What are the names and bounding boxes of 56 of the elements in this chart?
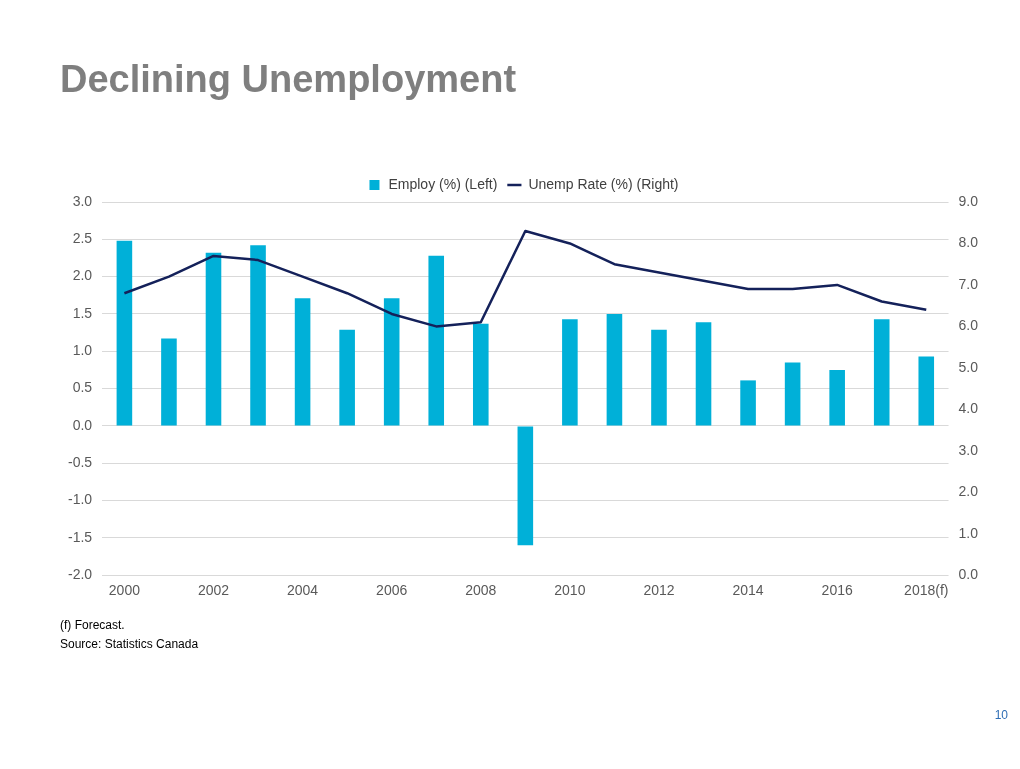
x-tick-label: 2006 <box>376 582 408 599</box>
x-tick-label: 2012 <box>643 582 675 599</box>
y2-tick-label: 7.0 <box>958 275 979 292</box>
y-tick-label: -1.0 <box>68 491 93 508</box>
bar <box>740 380 756 426</box>
bar <box>562 319 578 426</box>
y2-tick-label: 2.0 <box>958 483 979 500</box>
bar <box>250 245 266 426</box>
y-tick-label: -2.0 <box>68 566 93 583</box>
bar <box>161 338 177 426</box>
bar <box>873 319 890 426</box>
bar <box>205 252 222 426</box>
y2-tick-label: 1.0 <box>958 524 979 541</box>
x-tick-label: 2010 <box>554 582 586 599</box>
bar <box>339 329 355 426</box>
y2-tick-label: 8.0 <box>958 234 979 251</box>
bar <box>428 255 445 426</box>
y-tick-label: -1.5 <box>68 528 93 545</box>
y2-tick-label: 4.0 <box>958 400 979 417</box>
y2-tick-label: 6.0 <box>958 317 979 334</box>
bar <box>606 313 623 426</box>
bar <box>294 298 311 426</box>
y-tick-label: 2.5 <box>72 230 93 247</box>
x-tick-label: 2008 <box>465 582 497 599</box>
bar <box>829 369 845 426</box>
text: 10 <box>994 708 1008 722</box>
x-tick-label: 2004 <box>287 582 319 599</box>
y-tick-label: 0.5 <box>72 379 93 396</box>
y-tick-label: 3.0 <box>72 192 93 209</box>
y2-tick-label: 9.0 <box>958 192 979 209</box>
legend-label: Employ (%) (Left) <box>388 175 498 192</box>
y2-tick-label: 0.0 <box>958 566 979 583</box>
y2-tick-label: 3.0 <box>958 441 979 458</box>
x-tick-label: 2016 <box>821 582 853 599</box>
text: (f) Forecast. <box>60 617 126 634</box>
y-tick-label: 0.0 <box>72 416 93 433</box>
bar <box>918 356 935 426</box>
bar <box>472 323 489 426</box>
x-tick-label: 2000 <box>108 582 141 599</box>
x-tick-label: 2002 <box>197 582 230 599</box>
y-tick-label: 1.5 <box>72 304 93 321</box>
bar <box>651 329 667 426</box>
bar <box>695 322 712 426</box>
chart-title: Declining Unemployment <box>59 57 518 102</box>
x-tick-label: 2014 <box>732 582 764 599</box>
bar <box>784 362 801 426</box>
bar <box>383 298 400 426</box>
y-tick-label: 2.0 <box>72 267 93 284</box>
x-tick-label: 2018(f) <box>904 582 949 599</box>
legend-label: Unemp Rate (%) (Right) <box>528 175 679 192</box>
y2-tick-label: 5.0 <box>958 358 979 375</box>
y-tick-label: 1.0 <box>72 342 93 359</box>
bar <box>517 426 534 546</box>
source-note: Source: Statistics Canada <box>60 636 200 653</box>
y-tick-label: -0.5 <box>68 454 93 471</box>
bar <box>116 240 133 426</box>
